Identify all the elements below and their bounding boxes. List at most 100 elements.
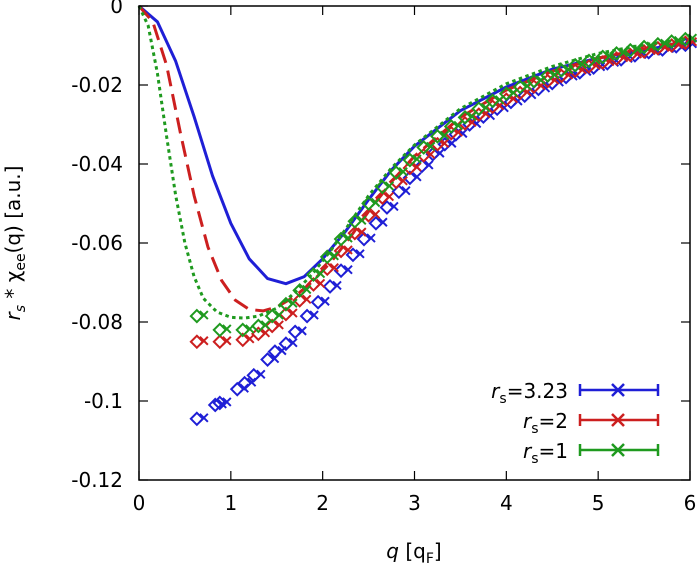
legend: rs=3.23 rs=2 rs=1	[491, 379, 660, 467]
series-2-point-cross	[357, 227, 367, 237]
series-1-point-diamond	[260, 352, 275, 367]
series-3-point	[581, 53, 601, 69]
y-tick-label: -0.02	[71, 73, 123, 97]
series-2-point-diamond	[416, 147, 432, 163]
series-1-point-diamond	[299, 308, 315, 324]
series-1-point-cross	[366, 233, 376, 243]
series-2-point-cross	[274, 320, 284, 330]
series-1-point-diamond	[414, 158, 430, 174]
series-2-point	[235, 332, 255, 348]
series-1-point-cross	[389, 201, 399, 212]
series-1-point	[414, 158, 434, 174]
series-1-point-cross	[401, 185, 411, 196]
series-2-point-diamond	[388, 174, 404, 190]
series-2-point-cross	[398, 176, 408, 186]
series-3-point	[189, 308, 209, 324]
series-3-point	[457, 109, 477, 125]
series-3-point	[361, 196, 381, 211]
series-2-point-diamond	[250, 326, 266, 342]
series-3-point-diamond	[609, 45, 624, 61]
series-3-point	[430, 128, 450, 144]
series-3-point-cross	[481, 102, 491, 113]
marks-layer	[137, 4, 698, 427]
series-1-point	[212, 395, 232, 411]
series-3-point-cross	[494, 95, 505, 105]
series-3-point-cross	[467, 111, 477, 122]
series-1-point-cross	[332, 280, 342, 291]
series-3-point-diamond	[388, 165, 404, 181]
series-3-point-cross	[384, 181, 395, 191]
series-3-point-diamond	[567, 57, 583, 73]
series-2-point-cross	[260, 328, 271, 338]
series-3-point-cross	[199, 310, 209, 320]
series-2-point	[306, 277, 326, 292]
series-3-point	[250, 318, 271, 334]
series-1-point-diamond	[278, 336, 294, 352]
series-3-point	[212, 322, 232, 338]
series-3-point-diamond	[526, 73, 542, 89]
series-1-point-diamond	[391, 184, 407, 200]
series-2-point-cross	[329, 262, 339, 273]
series-3-point-diamond	[416, 139, 432, 155]
series-1-point	[345, 247, 365, 263]
legend-cross-marker	[611, 413, 625, 427]
x-tick-label: 6	[684, 491, 697, 515]
y-tick-label: -0.12	[71, 468, 123, 492]
series-3-point-diamond	[212, 322, 228, 338]
series-3-point-diamond	[430, 128, 445, 144]
series-3-point-diamond	[457, 109, 473, 125]
legend-entry-rs-1: rs=1	[523, 439, 568, 467]
series-2-point	[292, 292, 312, 308]
series-2-point-diamond	[581, 59, 597, 74]
series-3-point	[443, 119, 463, 134]
series-2-point	[264, 318, 284, 334]
series-1-point	[310, 294, 330, 310]
series-3-point-diamond	[374, 179, 390, 195]
series-3-point-cross	[260, 320, 271, 330]
series-2-point	[189, 334, 209, 350]
series-2-point	[402, 160, 422, 176]
series-1-point-diamond	[287, 324, 303, 340]
series-3-point-cross	[370, 197, 381, 208]
series-3-point	[319, 249, 339, 265]
series-3-point	[388, 165, 408, 181]
series-3-point-diamond	[485, 93, 500, 109]
series-1-point-cross	[355, 249, 365, 259]
series-1-point-diamond	[189, 411, 205, 427]
series-3-point	[264, 308, 284, 324]
series-2-point-cross	[245, 334, 255, 344]
series-2-point-diamond	[189, 334, 205, 350]
series-2-point-cross	[199, 336, 209, 346]
series-2-point-cross	[370, 209, 381, 220]
series-3-point-diamond	[292, 282, 308, 298]
series-1-point-diamond	[207, 397, 223, 413]
series-3-point-diamond	[443, 119, 459, 134]
series-2-point	[212, 334, 232, 350]
series-3-point-cross	[439, 130, 450, 141]
series-1-point-cross	[309, 310, 319, 320]
x-tick-label: 0	[133, 491, 146, 515]
series-2-point-cross	[343, 245, 353, 255]
series-1-point	[278, 336, 298, 352]
series-3-point-cross	[343, 233, 353, 243]
series-3-point-diamond	[498, 86, 514, 102]
series-3-point	[595, 49, 615, 65]
series-2-point	[250, 326, 271, 342]
series-2-point-cross	[425, 149, 436, 160]
x-tick-label: 2	[316, 491, 329, 515]
series-1-point-cross	[320, 296, 330, 306]
series-1-point	[391, 184, 411, 200]
series-3-point-diamond	[361, 196, 376, 211]
series-3-point	[485, 93, 505, 109]
series-3-point-cross	[591, 55, 601, 65]
series-3-point-cross	[453, 120, 463, 131]
series-1-point	[189, 411, 209, 427]
series-1-point-cross	[222, 397, 232, 407]
series-3-point-diamond	[650, 36, 666, 52]
series-2-point	[361, 207, 381, 223]
legend-entry-rs-3-23: rs=3.23	[491, 379, 568, 407]
y-tick-label: -0.08	[71, 310, 123, 334]
series-3-point	[402, 152, 422, 168]
series-1-point-cross	[343, 264, 353, 275]
